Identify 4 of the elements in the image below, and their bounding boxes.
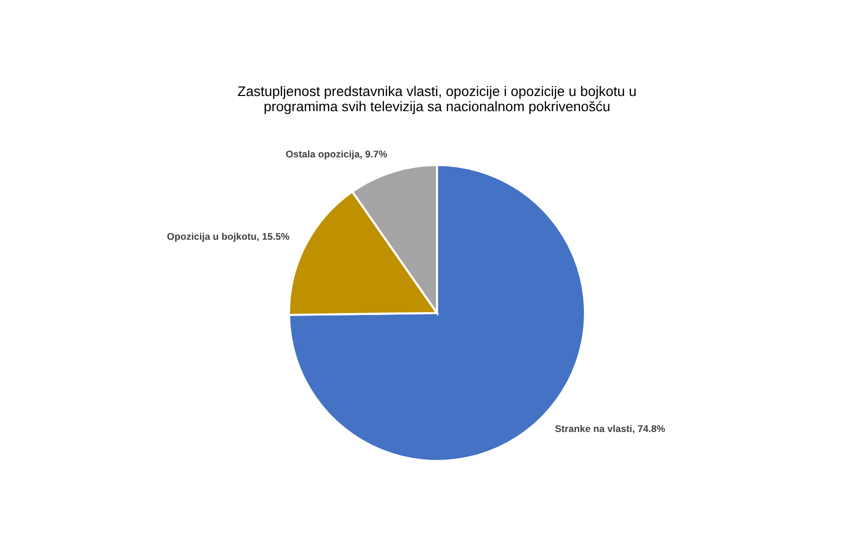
slice-label: Stranke na vlasti, 74.8%	[555, 424, 665, 434]
slice-label: Ostala opozicija, 9.7%	[286, 150, 388, 160]
slice-label: Opozicija u bojkotu, 15.5%	[167, 232, 290, 242]
chart-title: Zastupljenost predstavnika vlasti, opozicije i opozicije u bojkotu u programima svih televizija sa nacionalnom pokrivenošću	[238, 86, 636, 114]
